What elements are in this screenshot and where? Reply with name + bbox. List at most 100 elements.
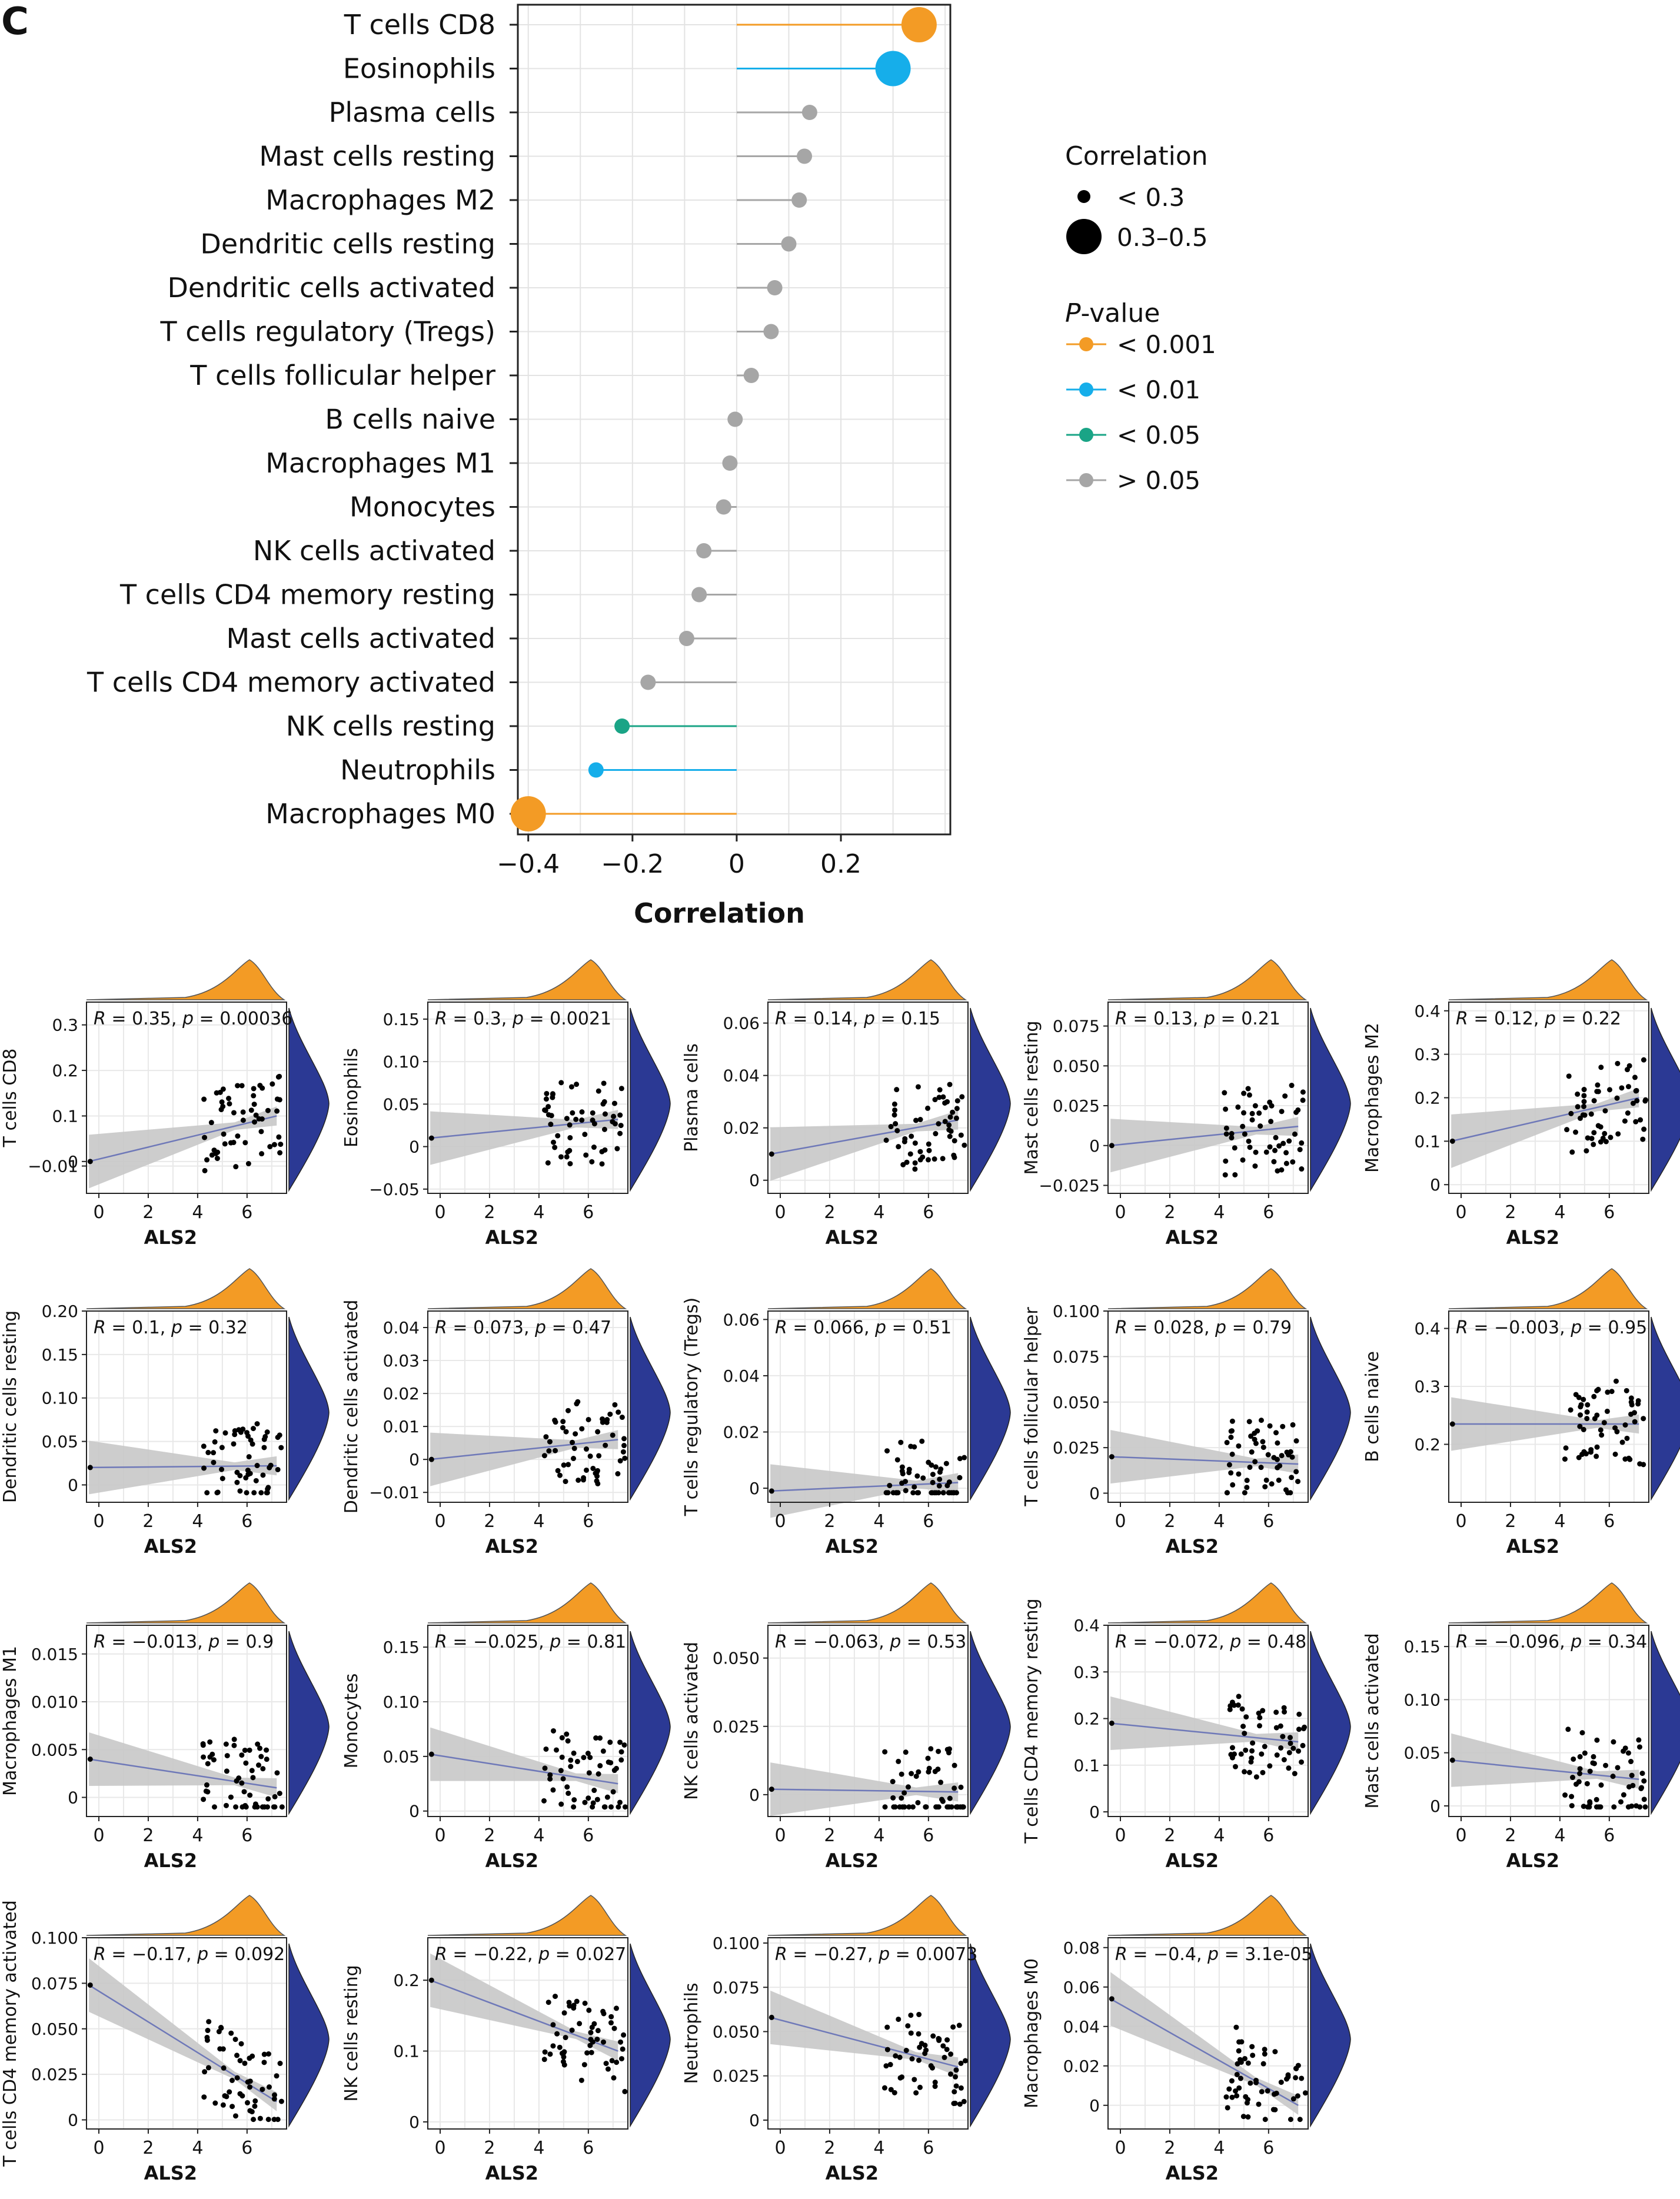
data-point <box>247 1792 253 1798</box>
data-point <box>600 2008 606 2014</box>
panel-frame <box>1107 1625 1309 1817</box>
category-label: T cells regulatory (Tregs) <box>159 316 495 348</box>
data-point <box>1622 1745 1628 1751</box>
data-point <box>270 1081 275 1087</box>
stat-value: 0.21 <box>1241 1009 1280 1029</box>
fit-line <box>430 1439 618 1461</box>
data-point <box>1278 1745 1284 1751</box>
data-point <box>595 2028 601 2034</box>
data-point <box>962 1455 967 1461</box>
data-point <box>265 2051 271 2057</box>
stat-text: = <box>1241 1632 1267 1652</box>
stat-annotation: R = −0.063, p = 0.53 <box>775 1632 966 1652</box>
data-point <box>219 1445 225 1451</box>
data-point <box>1109 1454 1115 1460</box>
data-point <box>212 2100 218 2106</box>
data-point <box>604 1794 610 1800</box>
data-point <box>605 2066 611 2072</box>
data-point <box>618 2039 624 2045</box>
data-point <box>1568 1407 1573 1413</box>
data-point <box>920 1475 926 1481</box>
data-point <box>1229 2078 1235 2084</box>
legend-size-large-label: 0.3–0.5 <box>1117 223 1208 252</box>
data-point <box>276 1134 282 1140</box>
data-point <box>884 2024 890 2030</box>
data-point <box>1240 1724 1246 1729</box>
data-point <box>581 1755 587 1761</box>
data-point <box>274 1770 280 1776</box>
data-point <box>1232 1172 1238 1177</box>
stat-value: 0.3 <box>473 1009 501 1029</box>
data-point <box>618 1749 624 1755</box>
data-point <box>1249 2044 1255 2050</box>
y-tick-label: −0.01 <box>369 1483 420 1502</box>
x-tick-label: 6 <box>1263 2138 1274 2158</box>
stat-text: , <box>197 1632 208 1652</box>
data-point <box>1224 1439 1230 1445</box>
data-point <box>248 1437 254 1443</box>
x-tick-label: 0 <box>434 2138 445 2158</box>
data-point <box>582 1132 588 1137</box>
fit-line <box>1110 1998 1299 2106</box>
data-point <box>244 2100 250 2105</box>
data-point <box>244 1430 250 1436</box>
data-point <box>567 2003 573 2009</box>
legend-size-title: Correlation <box>1065 141 1208 171</box>
x-tick-label: 2 <box>824 1825 835 1846</box>
data-point <box>1590 1760 1596 1766</box>
data-point <box>555 1133 561 1139</box>
data-point <box>899 1468 905 1474</box>
data-point <box>578 2077 584 2083</box>
y-tick-label: 0.4 <box>1073 1616 1100 1635</box>
data-point <box>932 1097 938 1103</box>
data-point <box>1246 1092 1252 1098</box>
y-tick-label: 0.03 <box>383 1351 420 1370</box>
data-point <box>1628 1399 1634 1405</box>
data-point <box>1449 1757 1455 1763</box>
data-point <box>545 1112 551 1117</box>
stat-value: −0.17 <box>132 1944 186 1965</box>
category-label: Macrophages M1 <box>265 447 495 479</box>
data-point <box>1245 1086 1251 1092</box>
data-point <box>947 1082 953 1087</box>
data-point <box>587 1453 593 1459</box>
data-point <box>1252 1459 1258 1465</box>
data-point <box>930 2033 936 2039</box>
data-point <box>244 1490 249 1496</box>
confidence-band <box>1110 1972 1299 2115</box>
stat-text: = <box>1219 1944 1245 1965</box>
data-point <box>1299 1759 1305 1765</box>
data-point <box>933 1490 939 1496</box>
data-point <box>237 1488 243 1494</box>
data-point <box>558 1801 564 1807</box>
data-point <box>1233 2024 1239 2030</box>
data-point <box>1299 1140 1305 1146</box>
marginal-density-top <box>1448 1582 1648 1624</box>
stat-text: , <box>538 1632 550 1652</box>
data-point <box>1611 1804 1617 1810</box>
data-point <box>600 1101 606 1107</box>
data-point <box>1576 1779 1582 1785</box>
fit-line <box>430 1119 618 1139</box>
x-tick-label: 4 <box>1213 1202 1225 1223</box>
stat-text: = <box>1127 1944 1153 1965</box>
data-point <box>560 1419 566 1425</box>
stat-value: 0.22 <box>1582 1009 1621 1029</box>
data-point <box>561 2054 567 2060</box>
data-point <box>252 2103 258 2109</box>
category-label: T cells CD4 memory activated <box>87 667 495 698</box>
data-point <box>1260 1708 1266 1714</box>
data-point <box>564 1784 570 1790</box>
data-point <box>241 1789 247 1795</box>
data-point <box>200 1741 206 1747</box>
data-point <box>613 2005 619 2011</box>
data-point <box>1642 1804 1648 1810</box>
data-point <box>936 1094 942 1100</box>
stat-text: , <box>1559 1632 1571 1652</box>
data-point <box>1242 1490 1247 1496</box>
data-point <box>899 1771 904 1777</box>
data-point <box>595 1429 601 1435</box>
lollipop-dot <box>696 543 712 558</box>
data-point <box>1605 1389 1611 1395</box>
y-tick-label: 0 <box>1089 1136 1100 1156</box>
